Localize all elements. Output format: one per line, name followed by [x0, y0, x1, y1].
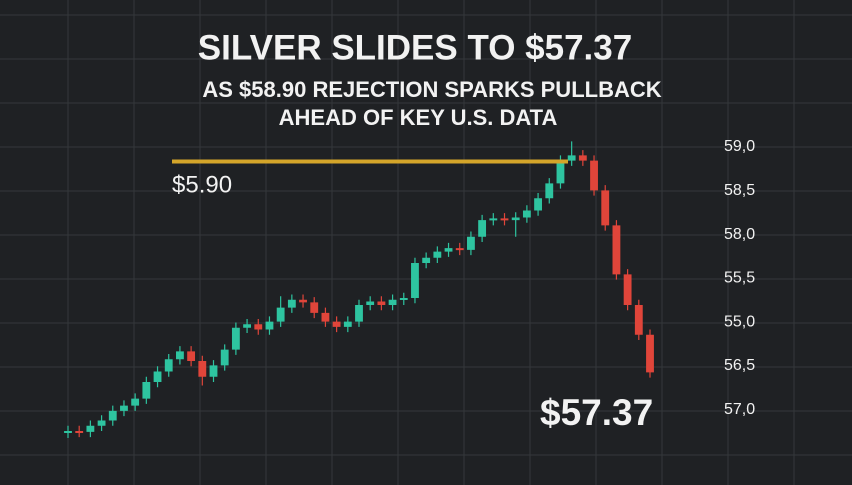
candle-body [187, 351, 196, 361]
candle-body [164, 359, 173, 372]
candle-body [522, 210, 531, 218]
candle-body [75, 431, 84, 433]
candle-body [489, 218, 498, 221]
candle-body [176, 351, 184, 360]
candle-body [366, 301, 375, 305]
candle-body [623, 274, 632, 305]
candle-body [310, 302, 319, 313]
candle-body [86, 425, 95, 432]
candle-body [467, 236, 475, 250]
candle-body [422, 257, 431, 263]
axis-label: 56,5 [724, 357, 755, 374]
candle-body [500, 218, 509, 221]
candle-body [209, 365, 218, 377]
candle-body [243, 324, 251, 328]
price-label: $57.37 [540, 392, 653, 433]
candle-body [388, 299, 397, 305]
axis-label: 58,0 [724, 226, 755, 243]
candle-body [590, 160, 598, 191]
candle-body [265, 321, 274, 330]
candle-body [220, 349, 229, 366]
axis-label: 55,5 [724, 270, 755, 287]
candle-body [276, 307, 285, 322]
candle-body [142, 382, 151, 399]
candle-body [332, 321, 341, 327]
subtitle: AS $58.90 REJECTION SPARKS PULLBACK [202, 77, 661, 102]
candle-body [411, 263, 419, 298]
candle-body [455, 248, 464, 251]
candle-body [511, 217, 520, 221]
candle-body [433, 251, 442, 258]
candle-body [287, 299, 296, 308]
candle-body [64, 431, 72, 433]
candle-body [198, 361, 207, 377]
candle-body [612, 225, 621, 275]
subtitle: AHEAD OF KEY U.S. DATA [279, 105, 558, 130]
candle-body [377, 301, 386, 305]
candle-body [634, 305, 643, 335]
axis-label: 55,0 [724, 313, 755, 330]
axis-label: 59,0 [724, 138, 755, 155]
candle-body [131, 398, 140, 406]
candle-body [399, 298, 408, 300]
chart-title: SILVER SLIDES TO $57.37 [198, 28, 632, 67]
candle-body [578, 155, 587, 161]
candle-body [545, 183, 554, 199]
candle-body [567, 155, 576, 161]
candle-body [108, 410, 117, 421]
candle-body [646, 334, 654, 373]
candle-body [556, 160, 565, 184]
candle-body [97, 420, 106, 426]
candle-body [120, 405, 128, 411]
candle-body [231, 327, 240, 350]
candle-body [601, 190, 610, 226]
candle-body [343, 321, 352, 327]
candle-body [299, 299, 307, 303]
candles [64, 141, 654, 438]
level-label: $5.90 [172, 171, 232, 198]
axis-label: 58,5 [724, 182, 755, 199]
candle-body [444, 248, 453, 252]
candle-body [355, 305, 363, 322]
candle-body [153, 371, 162, 382]
candle-body [254, 324, 263, 330]
axis-label: 57,0 [724, 401, 755, 418]
candle-body [534, 198, 542, 211]
candle-body [321, 312, 330, 322]
candle-body [478, 220, 487, 237]
